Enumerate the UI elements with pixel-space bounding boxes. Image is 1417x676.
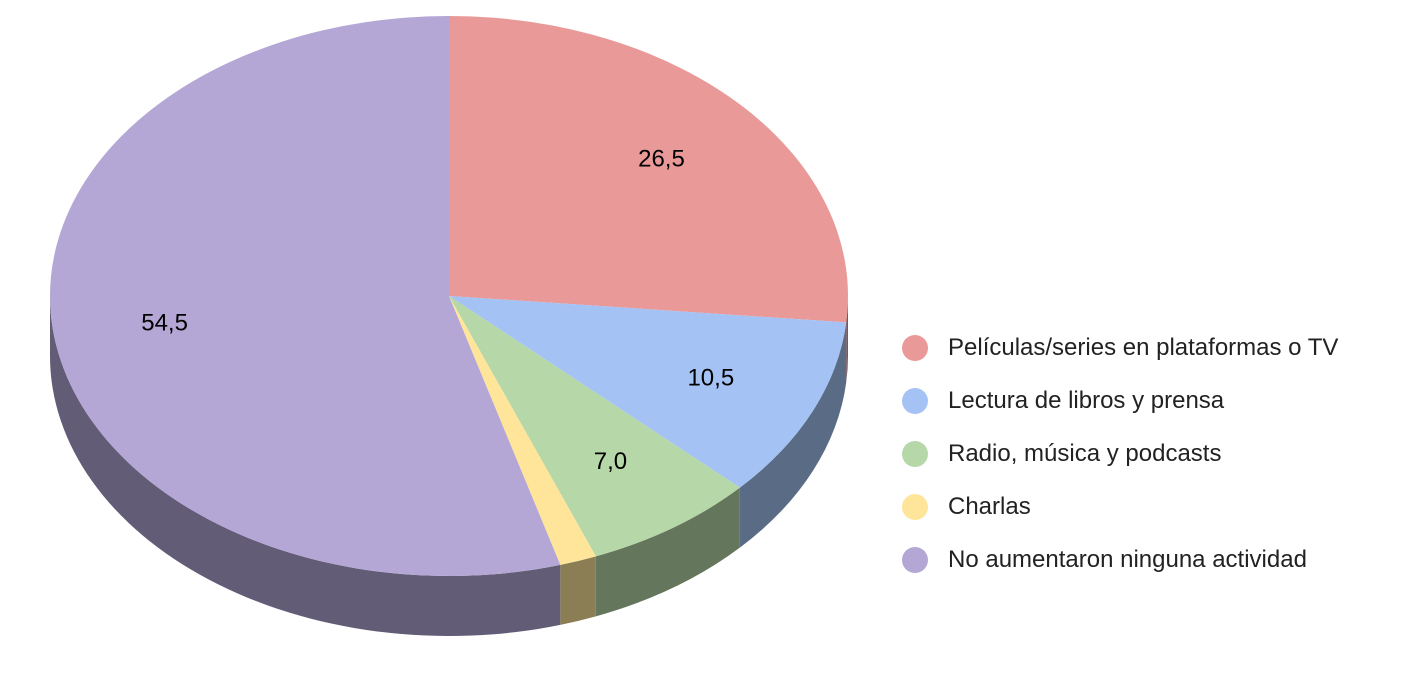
data-label: 10,5 [687, 364, 734, 391]
slice [449, 296, 847, 488]
slice [449, 296, 740, 557]
legend-label: Charlas [948, 493, 1031, 520]
legend-item: No aumentaron ninguna actividad [902, 547, 1388, 573]
slice [449, 296, 596, 565]
legend-label: Radio, música y podcasts [948, 440, 1222, 467]
legend-label: No aumentaron ninguna actividad [948, 546, 1307, 573]
legend-label: Películas/series en plataformas o TV [948, 334, 1339, 361]
slice-side [846, 296, 848, 383]
legend-label: Lectura de libros y prensa [948, 387, 1225, 414]
slice-side [739, 322, 847, 548]
legend-item: Charlas [902, 494, 1388, 520]
legend-swatch [902, 547, 928, 573]
slice-side [50, 296, 561, 636]
legend-swatch [902, 441, 928, 467]
legend-swatch [902, 494, 928, 520]
legend-item: Películas/series en plataformas o TV [902, 335, 1388, 361]
slice [49, 16, 561, 576]
slice-side [560, 556, 596, 625]
legend-swatch [902, 335, 928, 361]
legend-swatch [902, 388, 928, 414]
legend: Películas/series en plataformas o TV Lect… [902, 335, 1388, 573]
data-label: 26,5 [638, 146, 685, 173]
slice [449, 16, 849, 323]
data-label: 54,5 [141, 310, 188, 337]
data-label: 7,0 [594, 448, 627, 475]
chart: 26,5 10,5 7,0 54,5 [49, 16, 849, 636]
legend-item: Radio, música y podcasts [902, 441, 1388, 467]
legend-item: Lectura de libros y prensa [902, 388, 1388, 414]
slice-side [595, 487, 740, 617]
